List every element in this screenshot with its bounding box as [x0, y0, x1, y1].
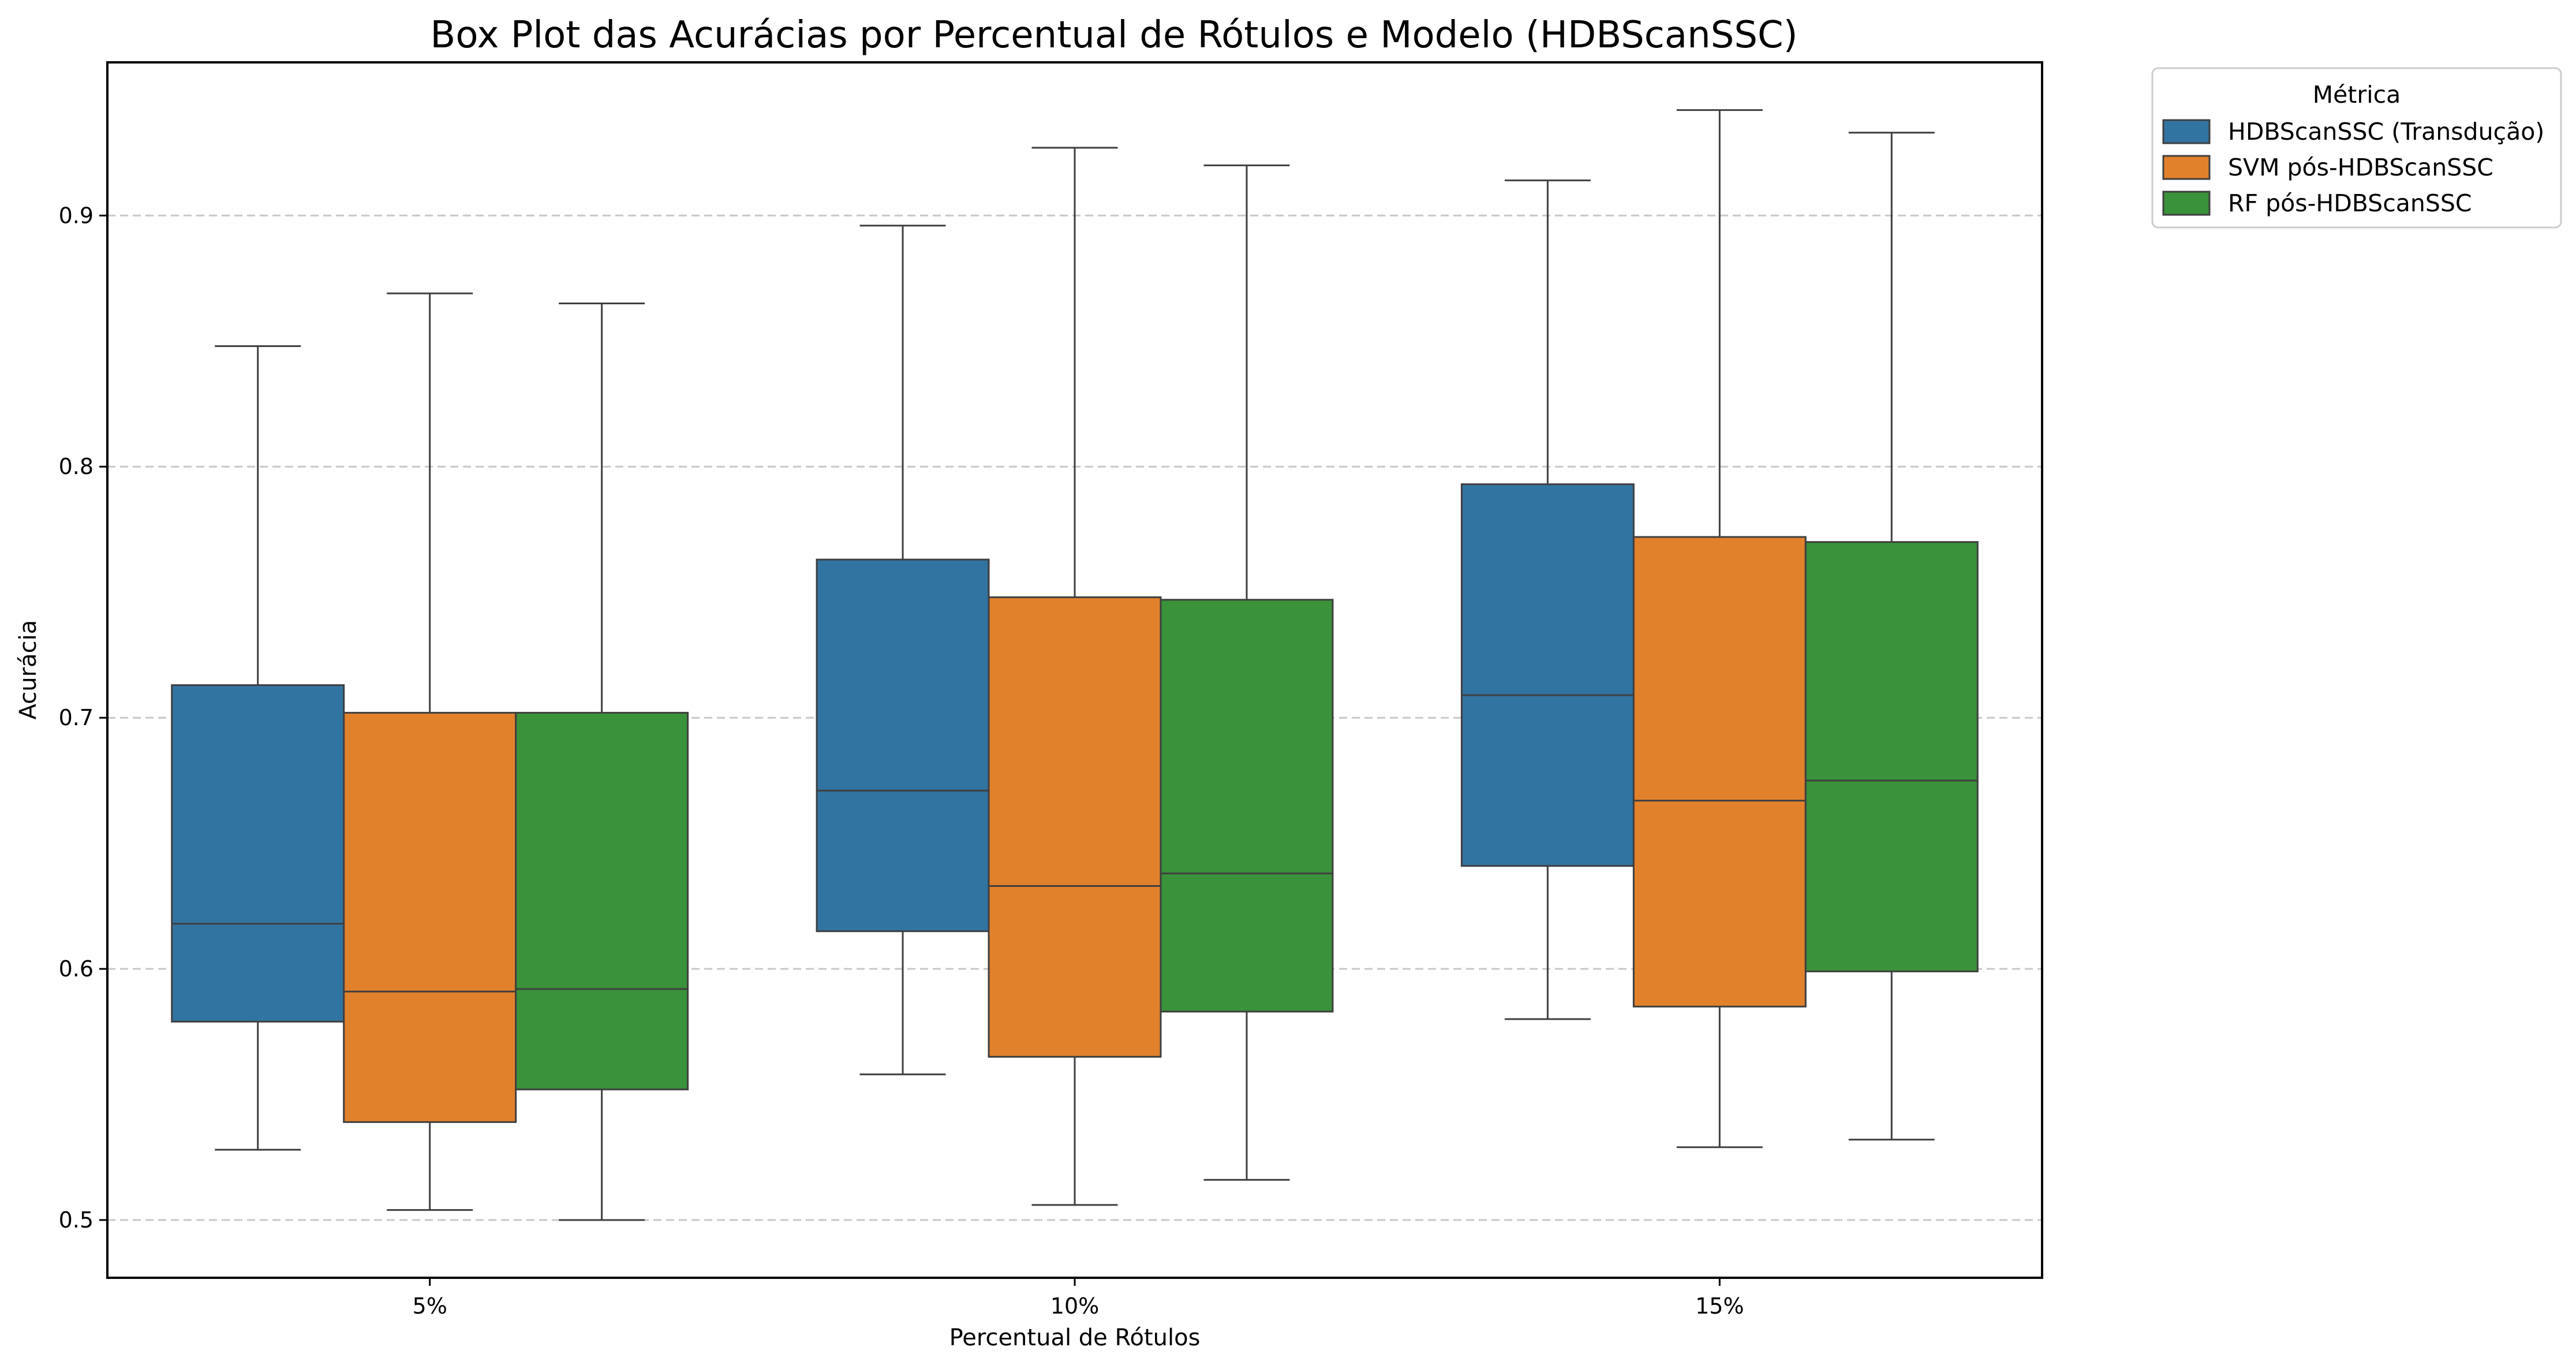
y-tick-label: 0.5 — [59, 1207, 94, 1233]
legend-items: HDBScanSSC (Transdução) SVM pós-HDBScanSS… — [2162, 118, 2544, 217]
y-tick-label: 0.8 — [59, 454, 94, 479]
x-tick-label: 10% — [1050, 1293, 1099, 1319]
y-tick-label: 0.9 — [59, 203, 94, 228]
x-axis-ticks: 5% 10% 15% — [413, 1278, 1744, 1319]
box-body — [1632, 536, 1807, 1008]
legend-label: SVM pós-HDBScanSSC — [2228, 154, 2493, 181]
y-axis-ticks: 0.5 0.6 0.7 0.8 0.9 — [59, 203, 107, 1233]
box-series — [171, 109, 1979, 1221]
legend-frame — [2151, 67, 2562, 229]
legend-swatch — [2162, 119, 2211, 144]
box-body — [1804, 541, 1979, 972]
chart-title: Box Plot das Acurácias por Percentual de… — [430, 14, 1797, 57]
y-tick-label: 0.7 — [59, 705, 94, 730]
x-tick-label: 15% — [1695, 1293, 1744, 1319]
legend-swatch — [2162, 191, 2211, 216]
box-rf-p-s-hdbscanssc-2 — [1804, 132, 1979, 1141]
legend: Métrica HDBScanSSC (Transdução) SVM pós-H… — [2151, 67, 2562, 229]
legend-title: Métrica — [2313, 81, 2401, 109]
box-body — [515, 711, 689, 1091]
y-tick-label: 0.6 — [59, 956, 94, 982]
x-axis-label: Percentual de Rótulos — [949, 1325, 1201, 1351]
box-rf-p-s-hdbscanssc-1 — [1160, 164, 1334, 1181]
box-rf-p-s-hdbscanssc-0 — [515, 303, 689, 1221]
box-hdbscanssc-transdu-o--0 — [171, 345, 345, 1151]
legend-label: HDBScanSSC (Transdução) — [2228, 118, 2544, 146]
box-body — [988, 596, 1162, 1058]
box-svm-p-s-hdbscanssc-2 — [1632, 109, 1807, 1148]
box-svm-p-s-hdbscanssc-0 — [343, 292, 517, 1211]
box-hdbscanssc-transdu-o--1 — [816, 225, 990, 1076]
box-body — [1460, 483, 1635, 867]
box-body — [343, 711, 517, 1123]
box-body — [171, 684, 345, 1023]
legend-swatch — [2162, 155, 2211, 180]
box-body — [816, 558, 990, 932]
y-axis-label: Acurácia — [15, 620, 42, 720]
box-body — [1160, 599, 1334, 1013]
x-tick-label: 5% — [413, 1293, 447, 1319]
legend-label: RF pós-HDBScanSSC — [2228, 189, 2472, 217]
box-hdbscanssc-transdu-o--2 — [1460, 179, 1635, 1020]
box-svm-p-s-hdbscanssc-1 — [988, 147, 1162, 1206]
